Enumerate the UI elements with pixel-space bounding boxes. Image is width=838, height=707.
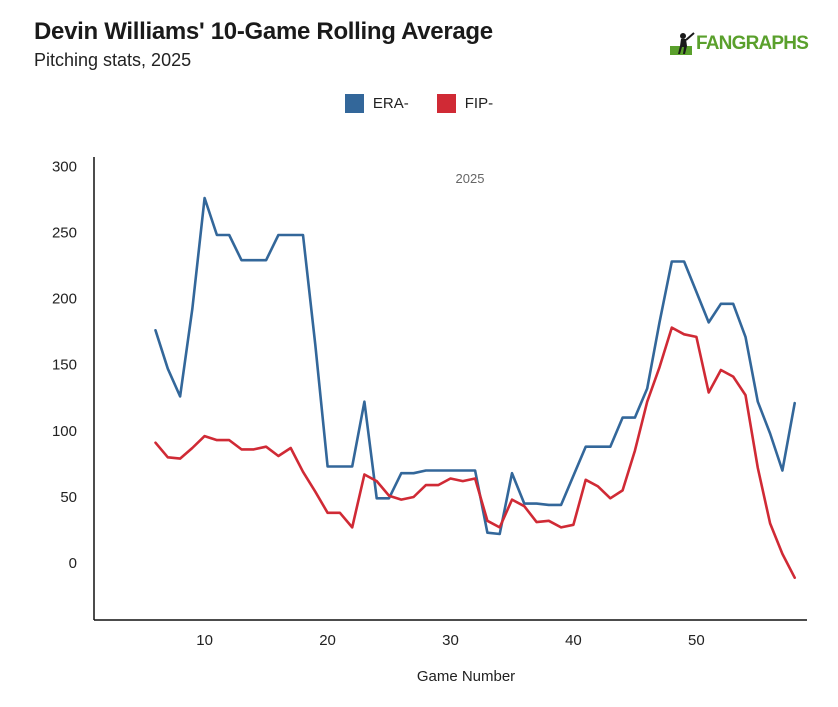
fangraphs-logo[interactable]: FANGRAPHS xyxy=(670,32,809,56)
logo-wordmark: FANGRAPHS xyxy=(696,33,809,54)
legend-label-era: ERA- xyxy=(372,95,409,112)
legend-swatch-fip xyxy=(436,94,456,113)
legend-item-fip[interactable]: FIP- xyxy=(436,94,494,113)
x-tick-label: 20 xyxy=(319,632,336,649)
series-line-era[interactable] xyxy=(154,196,797,536)
x-tick-label: 40 xyxy=(565,632,582,649)
y-tick-label: 250 xyxy=(52,224,77,241)
chart-title: Devin Williams' 10-Game Rolling Average xyxy=(34,18,493,45)
legend-swatch-era xyxy=(344,94,364,113)
y-tick-label: 0 xyxy=(69,555,77,572)
legend: ERA- FIP- xyxy=(0,94,838,113)
y-tick-label: 150 xyxy=(52,357,77,374)
x-tick-label: 50 xyxy=(688,632,705,649)
year-annotation: 2025 xyxy=(456,171,485,186)
legend-label-fip: FIP- xyxy=(464,95,494,112)
y-tick-label: 50 xyxy=(60,489,77,506)
legend-item-era[interactable]: ERA- xyxy=(344,94,409,113)
y-tick-label: 300 xyxy=(52,158,77,175)
series-line-fip[interactable] xyxy=(154,326,797,580)
chart-subtitle: Pitching stats, 2025 xyxy=(34,50,192,70)
x-tick-label: 10 xyxy=(196,632,213,649)
y-tick-label: 100 xyxy=(52,423,77,440)
y-tick-label: 200 xyxy=(52,291,77,308)
x-axis-title: Game Number xyxy=(417,668,515,685)
batter-icon xyxy=(670,32,695,55)
x-tick-label: 30 xyxy=(442,632,459,649)
